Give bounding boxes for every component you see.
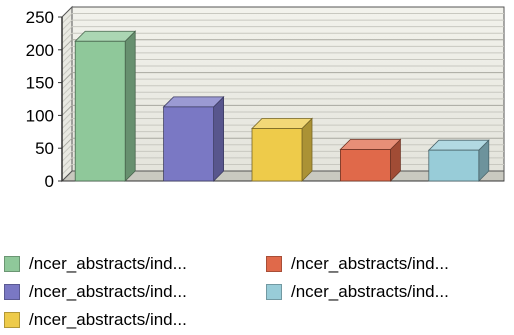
y-tick-label: 100 [26, 106, 54, 125]
legend-label: /ncer_abstracts/ind... [291, 282, 449, 301]
chart-legend: /ncer_abstracts/ind... /ncer_abstracts/in… [0, 253, 514, 335]
gridline-side [61, 137, 73, 149]
gridline-side [61, 26, 73, 38]
gridline-side [61, 59, 73, 70]
bar-front [339, 149, 391, 182]
gridline-side [61, 65, 73, 77]
legend-label: /ncer_abstracts/ind... [29, 310, 187, 329]
bar-front [251, 128, 303, 182]
y-tick-label: 50 [35, 139, 54, 158]
gridline-side [61, 98, 73, 110]
gridline-side [61, 52, 73, 64]
y-tick-label: 0 [45, 172, 54, 191]
bar-5 [427, 139, 490, 182]
legend-label: /ncer_abstracts/ind... [29, 282, 187, 301]
gridline-side [61, 105, 73, 116]
gridline-side [61, 111, 73, 123]
bar-side [301, 117, 313, 182]
bar-top [427, 139, 490, 151]
bar-top [339, 139, 402, 150]
bar-front [163, 106, 215, 182]
gridline-side [61, 72, 73, 83]
gridline-side [61, 150, 73, 162]
bar-front [428, 149, 480, 182]
bar-top [74, 30, 137, 42]
gridline-side [61, 39, 73, 51]
y-tick-label: 250 [26, 8, 54, 27]
bar-top [162, 96, 225, 108]
gridline-side [61, 164, 73, 175]
gridline-side [61, 13, 73, 24]
legend-swatch [4, 312, 20, 328]
gridline-side [61, 19, 73, 31]
legend-swatch [266, 284, 282, 300]
gridline-side [61, 91, 73, 103]
gridline-side [61, 144, 73, 156]
gridline-side [61, 46, 73, 57]
bar-2 [162, 95, 225, 182]
bar-1 [74, 30, 137, 182]
bar-3 [251, 117, 313, 182]
bar-front [74, 40, 126, 182]
legend-swatch [4, 256, 20, 272]
y-tick-label: 150 [26, 74, 54, 93]
bar-top [251, 118, 313, 129]
legend-label: /ncer_abstracts/ind... [29, 254, 187, 273]
legend-swatch [4, 284, 20, 300]
gridline-side [61, 78, 73, 90]
gridline-side [61, 32, 73, 44]
bar-side [213, 95, 225, 182]
y-tick-label: 200 [26, 41, 54, 60]
legend-swatch [266, 256, 282, 272]
gridline-side [61, 157, 73, 169]
gridline-side [61, 124, 73, 136]
gridline-side [61, 118, 73, 129]
bar-4 [339, 138, 402, 182]
legend-label: /ncer_abstracts/ind... [291, 254, 449, 273]
gridline-side [61, 131, 73, 142]
bar-side [124, 30, 136, 182]
gridline-side [61, 85, 73, 97]
